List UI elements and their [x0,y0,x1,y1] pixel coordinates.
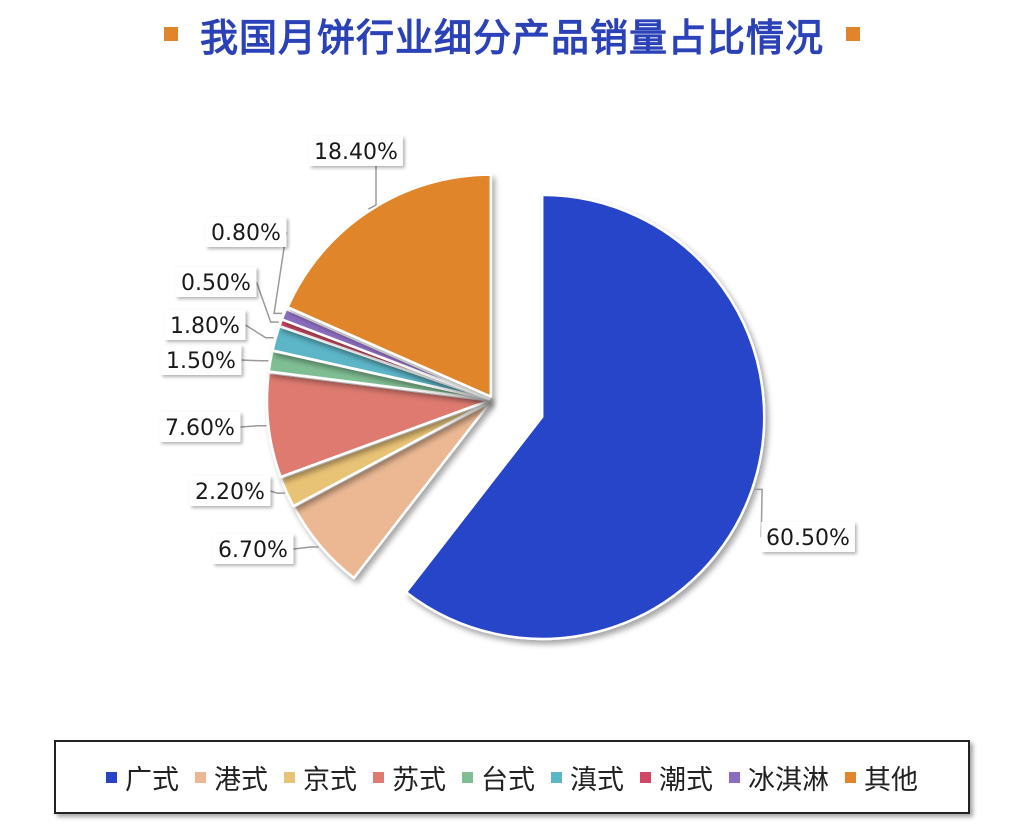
pie-slice-冰淇淋 [280,307,491,400]
data-label-冰淇淋: 0.80% [205,217,287,247]
pie-slice-其他 [286,173,493,398]
leader-line-台式 [241,359,269,362]
legend-label: 港式 [214,764,268,796]
legend-item-冰淇淋: 冰淇淋 [729,758,829,797]
data-label-广式: 60.50% [761,522,855,552]
legend-item-京式: 京式 [284,758,357,797]
leader-line-其他 [368,166,377,210]
data-label-text: 0.80% [211,221,281,246]
legend-label: 台式 [481,764,535,796]
legend-item-广式: 广式 [106,758,179,797]
chart-legend: 广式 港式 京式 苏式 台式 滇式 潮式 冰淇淋 其他 [54,740,970,814]
chart-title: 我国月饼行业细分产品销量占比情况 [199,15,824,60]
legend-label: 京式 [303,764,357,796]
pie-slice-广式 [404,193,766,641]
leader-line-滇式 [245,324,274,339]
legend-label: 潮式 [659,764,713,796]
data-label-text: 18.40% [314,140,398,165]
data-label-text: 7.60% [165,416,235,441]
leader-line-港式 [293,546,319,550]
legend-item-其他: 其他 [845,758,918,797]
data-label-text: 6.70% [218,538,288,563]
legend-label: 其他 [864,764,918,796]
legend-item-潮式: 潮式 [640,758,713,797]
legend-item-苏式: 苏式 [373,758,446,797]
leader-line-广式 [754,488,763,538]
leader-line-京式 [270,490,285,494]
legend-swatch-icon [845,771,856,783]
data-label-text: 1.80% [170,314,240,339]
title-right-square-icon [846,27,860,41]
legend-swatch-icon [284,771,295,783]
legend-label: 广式 [125,764,179,796]
data-label-京式: 2.20% [189,476,271,506]
leader-line-冰淇淋 [273,231,288,315]
data-label-潮式: 0.50% [175,267,257,297]
data-label-text: 2.20% [195,480,265,505]
legend-swatch-icon [106,771,117,783]
legend-swatch-icon [640,771,651,783]
leader-line-苏式 [240,424,267,428]
legend-item-港式: 港式 [195,758,268,797]
legend-swatch-icon [373,771,384,783]
data-label-其他: 18.40% [309,136,403,166]
data-label-text: 0.50% [181,271,251,296]
legend-label: 冰淇淋 [748,764,829,796]
title-left-square-icon [163,27,178,41]
legend-item-台式: 台式 [462,758,535,797]
legend-swatch-icon [195,771,206,783]
pie-chart: 60.50% 6.70% 2.20% 7.60% 1.50% 1.80% 0.50% 0.80… [159,136,855,641]
leader-line-潮式 [255,281,279,323]
pie-slice-苏式 [265,371,491,479]
legend-swatch-icon [729,771,740,783]
data-label-台式: 1.50% [160,345,242,375]
data-label-港式: 6.70% [212,534,294,564]
data-label-text: 1.50% [166,349,236,374]
legend-label: 苏式 [392,764,446,796]
legend-swatch-icon [551,771,562,783]
data-label-text: 60.50% [766,526,850,551]
legend-swatch-icon [462,771,473,783]
data-label-滇式: 1.80% [164,310,246,340]
title-bar: 我国月饼行业细分产品销量占比情况 [0,6,1024,62]
legend-label: 滇式 [570,764,624,796]
legend-item-滇式: 滇式 [551,758,624,797]
data-label-苏式: 7.60% [159,412,241,442]
